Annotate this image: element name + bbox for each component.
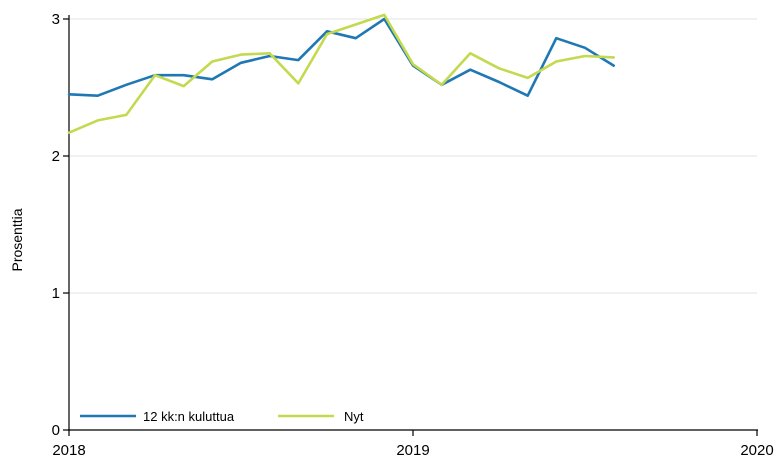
legend-label-0: 12 kk:n kuluttua (143, 409, 235, 424)
y-tick-label-0: 0 (52, 422, 60, 439)
ticks: 0 1 2 3 2018 2019 2020 (52, 11, 774, 459)
y-tick-label-3: 3 (52, 11, 60, 28)
legend: 12 kk:n kuluttua Nyt (80, 409, 364, 424)
x-tick-label-2020: 2020 (740, 442, 773, 459)
x-tick-label-2019: 2019 (396, 442, 429, 459)
grid-lines (69, 18, 757, 294)
series-lines (67, 13, 616, 134)
legend-label-1: Nyt (344, 409, 364, 424)
x-tick-label-2018: 2018 (52, 442, 85, 459)
axes (68, 15, 758, 431)
series-line-0 (67, 17, 616, 97)
y-tick-label-1: 1 (52, 285, 60, 302)
y-axis-title: Prosenttia (9, 208, 25, 271)
y-tick-label-2: 2 (52, 148, 60, 165)
series-line-1 (67, 13, 616, 134)
